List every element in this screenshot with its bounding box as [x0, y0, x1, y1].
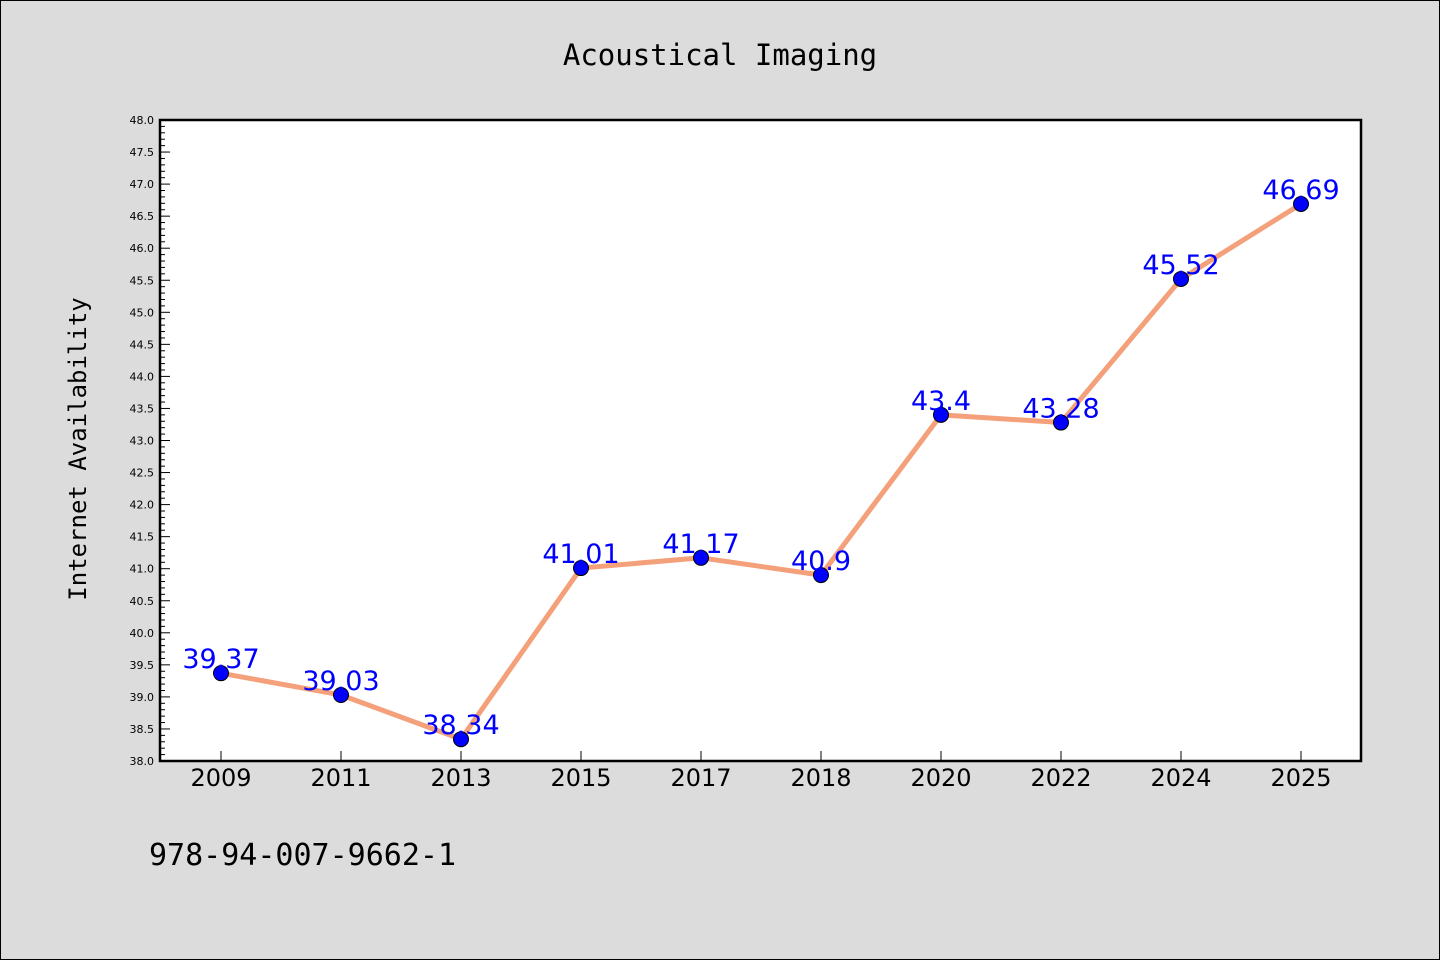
- y-tick-label: 39.5: [130, 659, 155, 672]
- series-markers: [213, 195, 1309, 748]
- y-tick-label: 48.0: [130, 114, 155, 127]
- x-tick-label: 2013: [430, 764, 491, 792]
- x-tick-label: 2024: [1150, 764, 1211, 792]
- data-label: 43.28: [1022, 394, 1099, 425]
- y-tick-label: 46.5: [130, 210, 155, 223]
- y-tick-label: 42.5: [130, 467, 155, 480]
- y-tick-label: 44.5: [130, 338, 155, 351]
- plot-frame: [158, 118, 1363, 763]
- y-tick-label: 40.0: [130, 627, 155, 640]
- y-tick-label: 41.5: [130, 531, 155, 544]
- x-tick-label: 2022: [1030, 764, 1091, 792]
- x-tick-label: 2017: [670, 764, 731, 792]
- data-label: 39.37: [182, 644, 259, 675]
- x-tick-label: 2025: [1270, 764, 1331, 792]
- data-point: [693, 549, 709, 566]
- y-tick-label: 42.0: [130, 499, 155, 512]
- data-label: 43.4: [911, 386, 971, 417]
- series-line: [218, 201, 1304, 742]
- y-tick-label: 39.0: [130, 691, 155, 704]
- data-label: 41.01: [542, 539, 619, 570]
- data-label: 45.52: [1142, 250, 1219, 281]
- y-tick-label: 40.5: [130, 595, 155, 608]
- x-axis-ticks: 2009 2011 2013 2015 2017 2018 2020 2022 2024 2025: [190, 751, 1332, 792]
- y-axis-ticks: 38.0 38.5 39.0 39.5 40.0 40.5 41.0 41.5 42.0 42.5…: [130, 114, 170, 768]
- data-label: 41.17: [662, 529, 739, 560]
- x-tick-label: 2020: [910, 764, 971, 792]
- chart-title: Acoustical Imaging: [563, 38, 877, 72]
- y-tick-label: 43.5: [130, 402, 155, 415]
- y-axis-label: Internet Availability: [64, 297, 92, 600]
- data-label: 46.69: [1262, 175, 1339, 206]
- y-tick-label: 45.5: [130, 274, 155, 287]
- data-label: 38.34: [422, 710, 499, 741]
- data-point: [813, 567, 829, 584]
- y-tick-label: 46.0: [130, 242, 155, 255]
- data-point: [333, 686, 349, 703]
- y-tick-label: 38.5: [130, 723, 155, 736]
- y-tick-label: 38.0: [130, 755, 155, 768]
- data-point: [1173, 270, 1189, 287]
- data-point: [1293, 195, 1309, 212]
- data-point: [213, 665, 229, 682]
- y-tick-label: 47.5: [130, 146, 155, 159]
- data-label: 40.9: [791, 546, 851, 577]
- x-tick-label: 2011: [310, 764, 371, 792]
- y-tick-label: 43.0: [130, 435, 155, 448]
- y-tick-label: 41.0: [130, 563, 155, 576]
- y-tick-label: 47.0: [130, 178, 155, 191]
- data-point: [1053, 414, 1069, 431]
- y-tick-label: 45.0: [130, 306, 155, 319]
- data-label: 39.03: [302, 666, 379, 697]
- data-point: [453, 731, 469, 748]
- y-tick-label: 44.0: [130, 370, 155, 383]
- plot-area: [160, 120, 1361, 761]
- data-point: [933, 406, 949, 423]
- data-point: [573, 560, 589, 577]
- series-line-group: [218, 201, 1304, 742]
- x-tick-label: 2009: [190, 764, 251, 792]
- isbn-annotation: 978-94-007-9662-1: [149, 838, 456, 873]
- x-tick-label: 2018: [790, 764, 851, 792]
- x-tick-label: 2015: [550, 764, 611, 792]
- data-labels: 39.37 39.03 38.34 41.01 41.17 40.9 43.4 43.28 45…: [182, 175, 1339, 741]
